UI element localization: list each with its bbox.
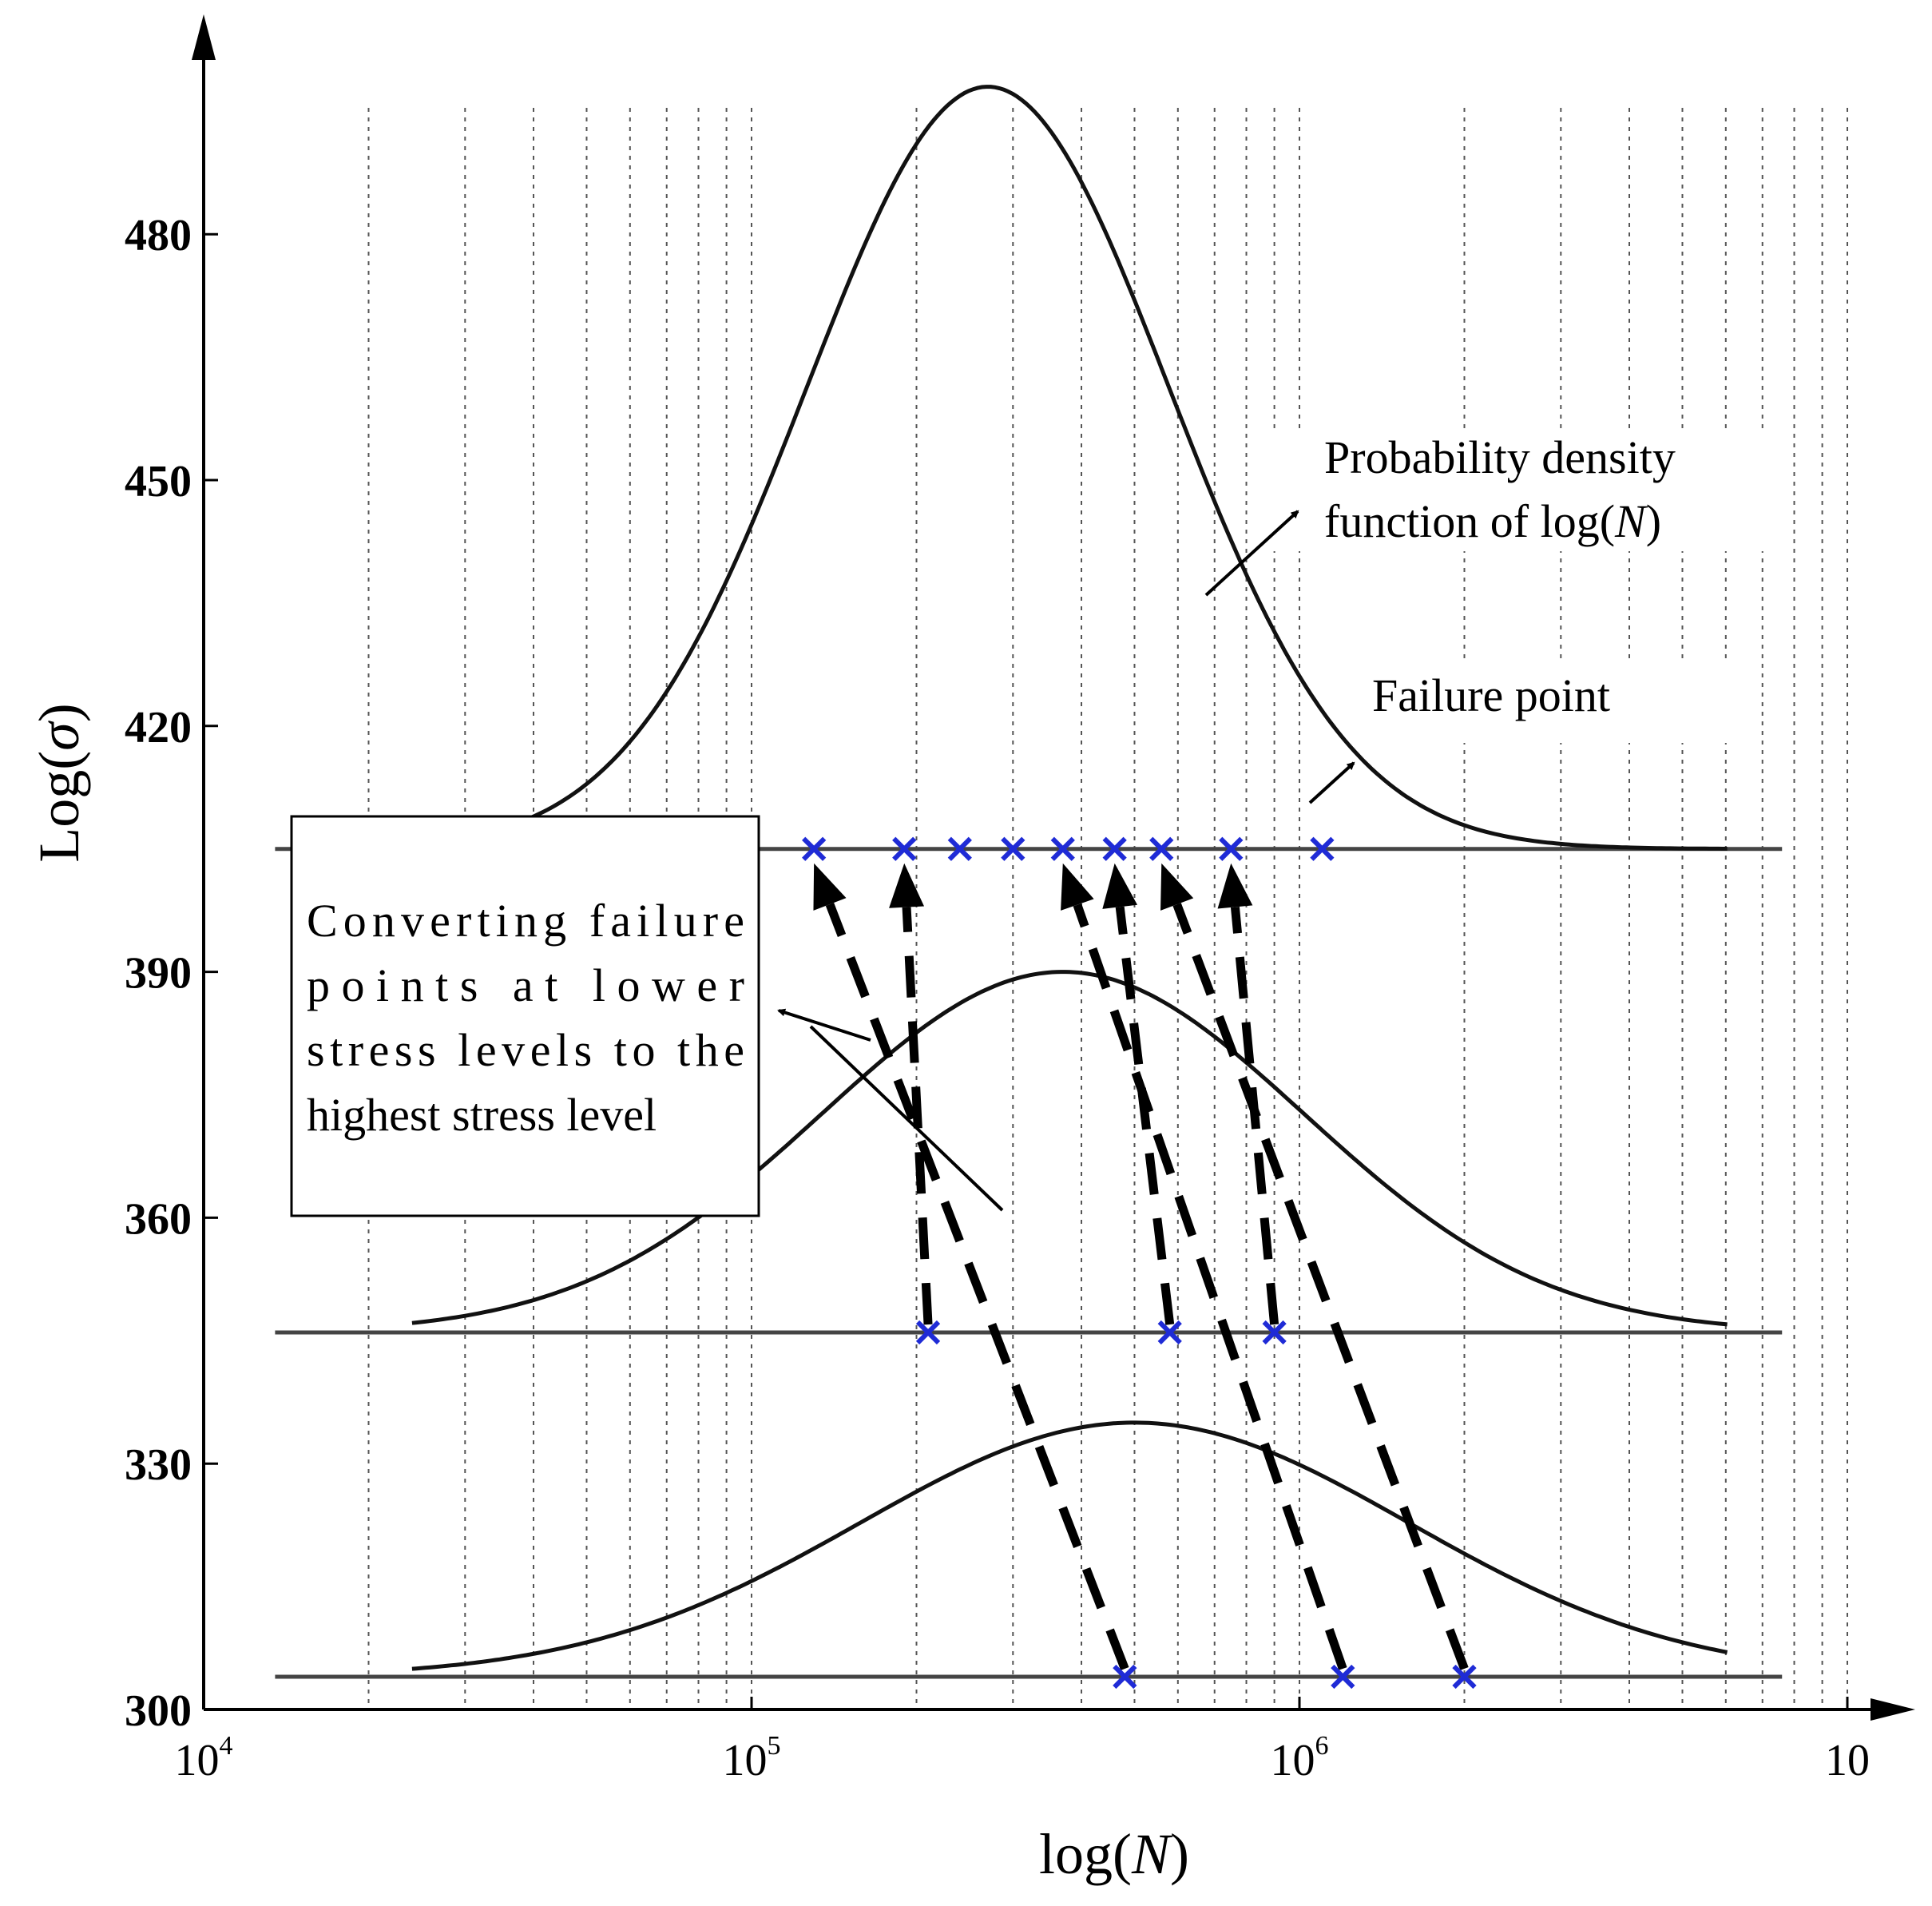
failure-point-marker [1157, 1320, 1182, 1345]
failure-point-stroke [1001, 836, 1026, 861]
convert-annotation-arrow [777, 1008, 871, 1042]
conversion-arrow-head [1102, 863, 1138, 909]
failure-markers [802, 836, 1477, 1690]
conversion-arrow [813, 863, 1129, 1670]
pdf-curves [275, 85, 1783, 1679]
failure-point-marker [1452, 1664, 1477, 1690]
conversion-arrow-head [889, 863, 925, 908]
failure-point-marker [802, 836, 827, 861]
y-tick-label: 360 [125, 1194, 192, 1244]
y-tick-label: 450 [125, 457, 192, 506]
convert-annotation-box [290, 815, 760, 1217]
failure-point-stroke [1050, 836, 1075, 861]
conversion-arrow-head [1217, 863, 1253, 909]
failure-point-marker [1219, 836, 1244, 861]
convert-annotation: Converting failure points at lower stres… [290, 815, 1004, 1217]
y-axis-arrow [192, 14, 216, 60]
failure-point-stroke [1262, 1320, 1287, 1345]
failure-point-marker [1102, 836, 1127, 861]
failure-annotation: Failure point [1308, 663, 1741, 804]
failure-point-marker [1331, 1664, 1355, 1690]
failure-point-marker [1001, 836, 1026, 861]
conversion-arrow [889, 863, 933, 1325]
axes [192, 14, 1915, 1721]
x-axis-label: log(N) [1039, 1822, 1189, 1886]
failure-point-marker [947, 836, 972, 861]
conversion-arrow-head [1061, 863, 1094, 911]
failure-point-stroke [802, 836, 827, 861]
convert-annotation-line4: highest stress level [307, 1089, 657, 1141]
conversion-arrow [1217, 863, 1279, 1325]
pdf-annotation-line1: Probability density [1324, 431, 1676, 483]
failure-point-stroke [1157, 1320, 1182, 1345]
failure-point-stroke [947, 836, 972, 861]
conversion-arrow-shaft [1073, 903, 1347, 1670]
conversion-arrow [1160, 863, 1469, 1670]
failure-point-marker [1050, 836, 1075, 861]
failure-point-marker [1262, 1320, 1287, 1345]
x-tick-label: 104 [175, 1731, 233, 1785]
failure-annotation-bg [1358, 663, 1741, 743]
failure-point-stroke [1219, 836, 1244, 861]
failure-point-marker [1113, 1664, 1137, 1690]
conversion-arrow-shaft [1230, 906, 1279, 1325]
x-ticks: 104 105 106 10 [175, 1697, 1870, 1785]
failure-point-stroke [1113, 1664, 1137, 1690]
failure-point-stroke [892, 836, 917, 861]
x-tick-label: 10 [1825, 1736, 1870, 1785]
pdf-annotation-arrow [1204, 510, 1299, 597]
failure-point-stroke [1149, 836, 1174, 861]
y-tick-label: 420 [125, 703, 192, 752]
pdf-annotation: Probability density function of log(N) [1204, 431, 1773, 597]
failure-annotation-label: Failure point [1372, 669, 1610, 721]
y-axis-label: Log(σ) [27, 703, 91, 862]
failure-point-stroke [915, 1320, 941, 1345]
failure-point-marker [1310, 836, 1335, 861]
failure-point-marker [892, 836, 917, 861]
failure-point-stroke [1102, 836, 1127, 861]
conversion-arrow-head [813, 863, 847, 911]
y-tick-label: 300 [125, 1686, 192, 1736]
pdf-curve [411, 1420, 1728, 1671]
x-tick-label: 106 [1271, 1731, 1329, 1785]
convert-annotation-pointer [809, 1025, 1004, 1212]
conversion-arrow [1102, 863, 1175, 1325]
convert-annotation-line1: Converting failure [307, 895, 744, 947]
pdf-curve [411, 85, 1728, 851]
failure-point-stroke [1452, 1664, 1477, 1690]
conversion-arrow [1061, 863, 1347, 1670]
pdf-annotation-bg [1262, 431, 1773, 551]
conversion-arrow-shaft [825, 903, 1129, 1670]
failure-annotation-arrow [1308, 761, 1355, 804]
y-tick-label: 480 [125, 211, 192, 260]
failure-point-stroke [1331, 1664, 1355, 1690]
y-tick-label: 390 [125, 949, 192, 999]
conversion-arrow-shaft [902, 907, 933, 1325]
y-ticks: 300 330 360 390 420 450 480 [125, 211, 218, 1736]
x-tick-label: 105 [723, 1731, 781, 1785]
failure-point-marker [915, 1320, 941, 1345]
failure-point-stroke [1310, 836, 1335, 861]
conversion-arrow-shaft [1172, 903, 1469, 1670]
failure-point-marker [1149, 836, 1174, 861]
pdf-curve [411, 970, 1728, 1327]
x-axis-arrow [1871, 1698, 1915, 1721]
conversion-arrows [813, 863, 1469, 1670]
conversion-arrow-head [1160, 863, 1194, 911]
y-tick-label: 330 [125, 1440, 192, 1490]
convert-annotation-line2: points at lower [307, 959, 744, 1011]
pdf-annotation-line2: function of log(N) [1324, 495, 1661, 547]
conversion-arrow-shaft [1115, 906, 1175, 1325]
